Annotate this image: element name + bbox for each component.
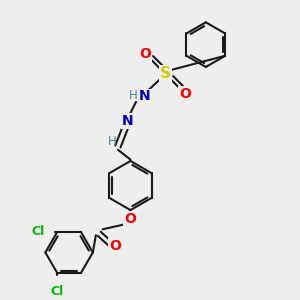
Text: H: H: [129, 89, 137, 103]
Text: N: N: [122, 114, 134, 128]
Text: Cl: Cl: [51, 285, 64, 298]
Text: S: S: [160, 66, 171, 81]
Text: O: O: [124, 212, 136, 226]
Text: O: O: [179, 87, 191, 101]
Text: O: O: [109, 238, 121, 253]
Text: N: N: [139, 89, 151, 103]
Text: O: O: [139, 47, 151, 61]
Text: H: H: [107, 135, 116, 148]
Text: Cl: Cl: [32, 225, 45, 239]
